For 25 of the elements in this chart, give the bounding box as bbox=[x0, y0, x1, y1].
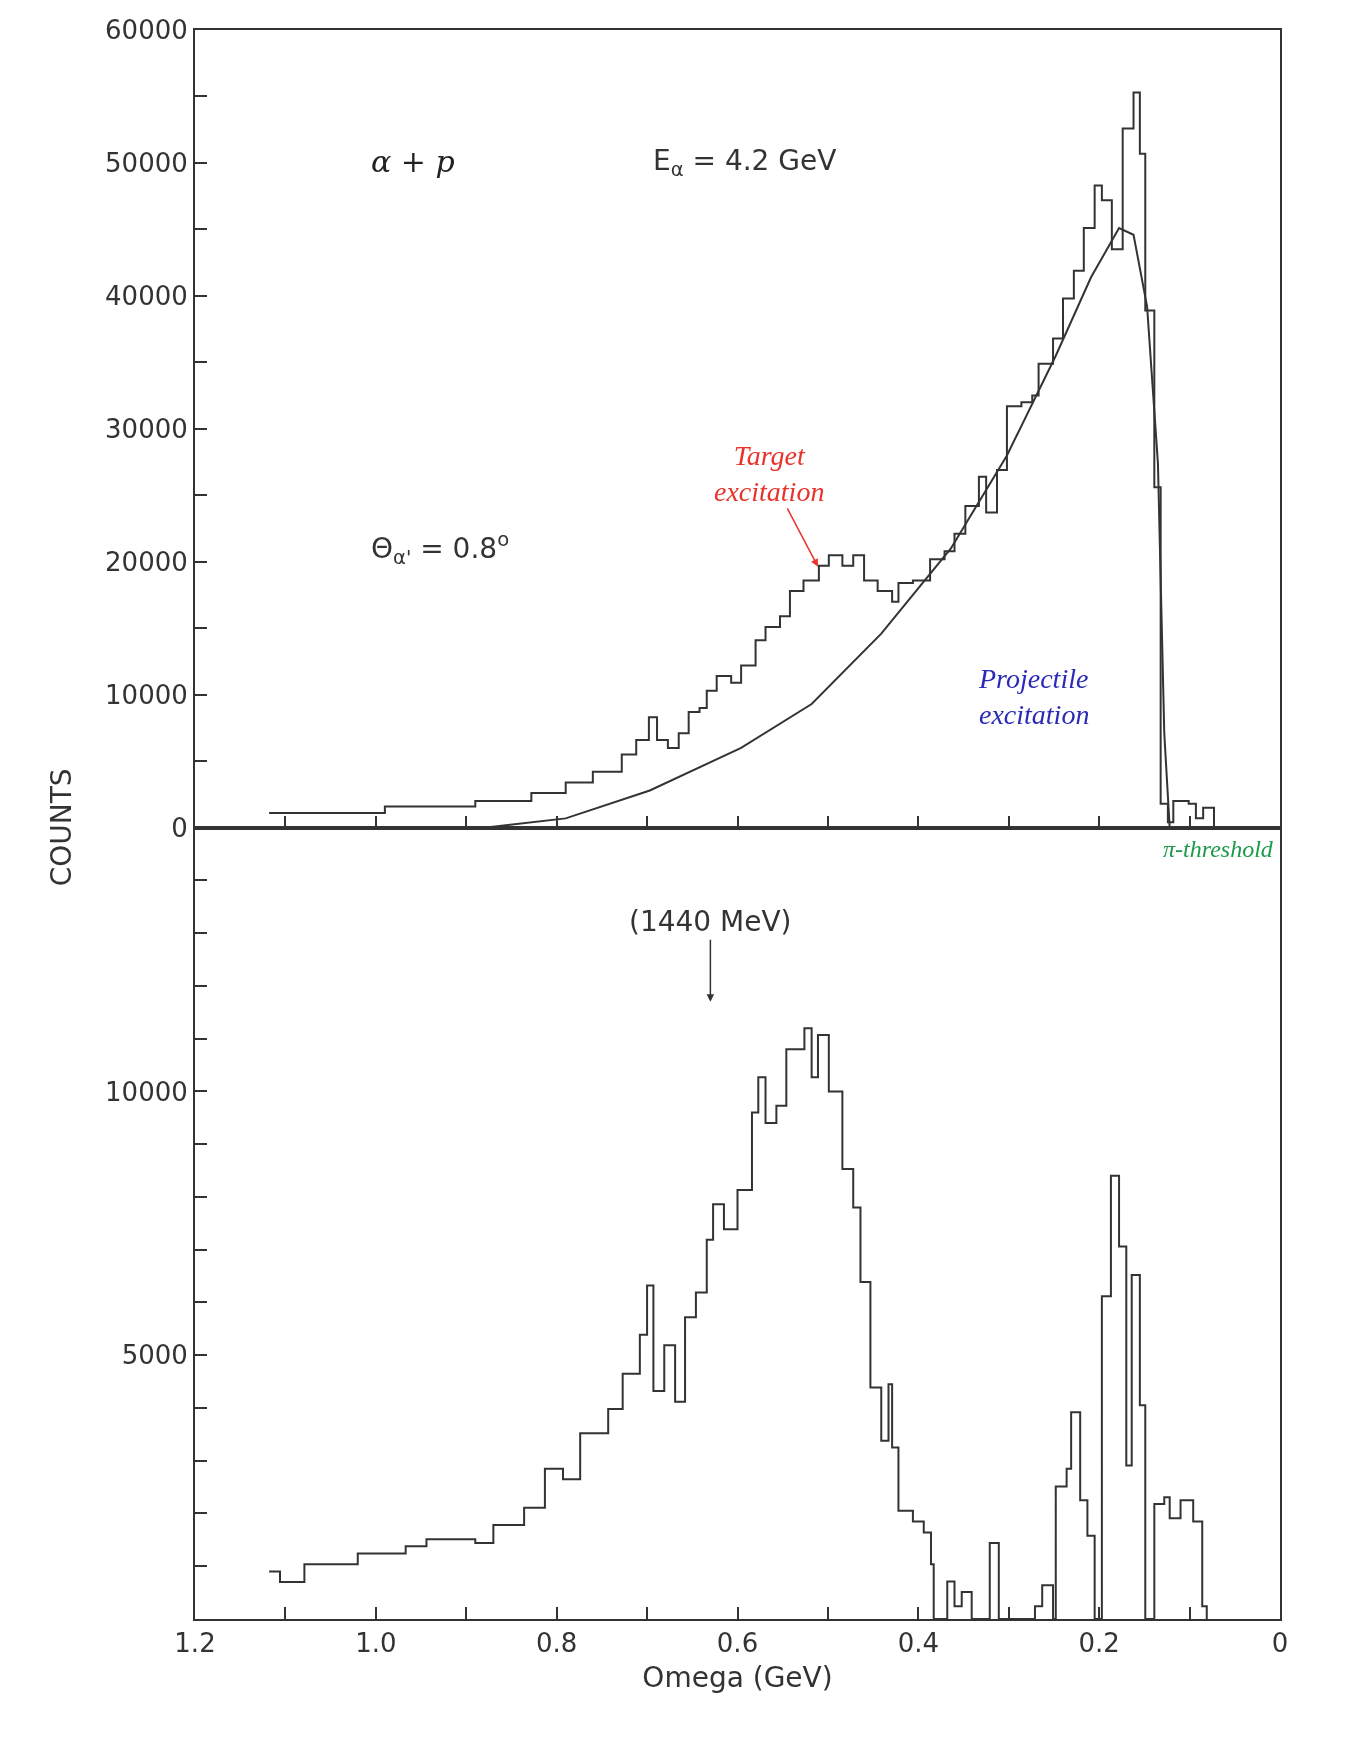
y-tick-label: 40000 bbox=[105, 280, 188, 311]
y-tick-label: 0 bbox=[171, 812, 188, 843]
y-tick-label: 60000 bbox=[105, 15, 188, 46]
annotation: Θ$_{α'}$ = 0.8$^{o}$ bbox=[371, 528, 510, 569]
x-tick-label: 1.2 bbox=[174, 1628, 216, 1659]
y-tick-label: 5000 bbox=[121, 1340, 188, 1371]
x-axis-title: Omega (GeV) bbox=[642, 1660, 833, 1694]
x-tick-label: 0.4 bbox=[897, 1628, 940, 1659]
x-tick-label: 0.8 bbox=[535, 1628, 578, 1659]
x-tick-label: 0.2 bbox=[1078, 1628, 1120, 1659]
y-axis-title: COUNTS bbox=[44, 768, 78, 887]
annotation: (1440 MeV) bbox=[629, 905, 792, 938]
y-tick-label: 20000 bbox=[105, 546, 188, 577]
annotation: π-threshold bbox=[1163, 836, 1274, 862]
annotation: Projectile excitation bbox=[978, 663, 1090, 731]
y-tick-label: 10000 bbox=[105, 679, 188, 710]
annotation: Target excitation bbox=[714, 440, 825, 508]
x-tick-label: 0 bbox=[1271, 1628, 1289, 1659]
x-tick-label: 0.6 bbox=[716, 1628, 759, 1659]
y-tick-label: 10000 bbox=[105, 1076, 188, 1107]
annotation: α + p bbox=[371, 144, 455, 179]
annotation: E$_{α}$ = 4.2 GeV bbox=[653, 144, 837, 181]
x-tick-label: 1.0 bbox=[355, 1628, 397, 1659]
y-tick-label: 30000 bbox=[105, 413, 188, 444]
y-tick-label: 50000 bbox=[105, 148, 188, 179]
